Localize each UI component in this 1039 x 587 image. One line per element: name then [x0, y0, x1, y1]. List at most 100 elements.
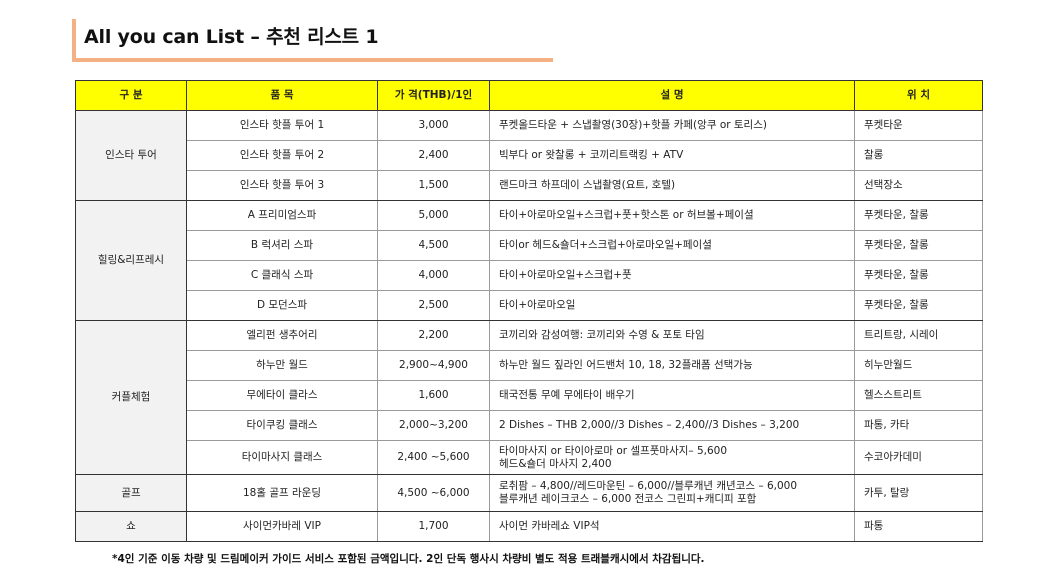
description-cell: 타이+아로마오일+스크럽+풋 [489, 260, 855, 291]
location-cell: 푸켓타운 [854, 110, 983, 141]
item-cell: 무에타이 클라스 [186, 380, 378, 411]
price-cell: 3,000 [377, 110, 490, 141]
description-line: 로취팜 – 4,800//레드마운틴 – 6,000//블루캐년 캐년코스 – … [499, 480, 798, 492]
table-row: 인스타 투어 인스타 핫플 투어 1 3,000 푸켓올드타운 + 스냅촬영(30장)… [75, 110, 983, 201]
item-cell: 타이쿠킹 클래스 [186, 410, 378, 441]
description-cell: 빅부다 or 왓찰롱 + 코끼리트랙킹 + ATV [489, 140, 855, 171]
table-row: 타이마사지 클래스 2,400 ~5,600 타이마사지 or 타이아로마 or 셀… [76, 440, 983, 475]
table-row: 커플체험 엘리펀 생추어리 2,200 코끼리와 감성여행: 코끼리와 수영 & 포토… [75, 320, 983, 475]
item-cell: 타이마사지 클래스 [186, 440, 378, 475]
description-line: 헤드&숄더 마사지 2,400 [499, 457, 612, 470]
category-cell: 커플체험 [75, 320, 187, 475]
table-row: 하누만 월드 2,900~4,900 하누만 월드 짚라인 어드밴처 10, 18,… [76, 350, 983, 381]
header-category: 구 분 [75, 80, 187, 111]
table-row: 타이쿠킹 클래스 2,000~3,200 2 Dishes – THB 2,000/… [76, 410, 983, 441]
description-cell: 타이마사지 or 타이아로마 or 셀프풋마사지– 5,600 헤드&숄더 마사지… [489, 440, 855, 475]
description-cell: 사이먼 카바레쇼 VIP석 [489, 511, 855, 542]
header-location: 위 치 [854, 80, 983, 111]
price-cell: 5,000 [377, 200, 490, 231]
price-cell: 2,200 [377, 320, 490, 351]
page-title: All you can List – 추천 리스트 1 [84, 26, 379, 48]
item-cell: 인스타 핫플 투어 1 [186, 110, 378, 141]
description-line: 타이+아로마오일+스크럽+풋+핫스톤 or 허브볼+페이셜 [499, 209, 754, 221]
table-row: 힐링&리프레시 A 프리미엄스파 5,000 타이+아로마오일+스크럽+풋+핫스톤 o… [75, 200, 983, 321]
location-cell: 푸켓타운, 찰롱 [854, 230, 983, 261]
description-cell: 코끼리와 감성여행: 코끼리와 수영 & 포토 타임 [489, 320, 855, 351]
table-header-row: 구 분 품 목 가 격(THB)/1인 설 명 위 치 [75, 80, 983, 111]
header-description: 설 명 [489, 80, 855, 111]
price-cell: 4,000 [377, 260, 490, 291]
location-cell: 트리트랑, 시레이 [854, 320, 983, 351]
item-cell: D 모던스파 [186, 290, 378, 321]
description-cell: 2 Dishes – THB 2,000//3 Dishes – 2,400//… [489, 410, 855, 441]
description-line: 타이마사지 or 타이아로마 or 셀프풋마사지– 5,600 [499, 444, 728, 457]
description-cell: 타이+아로마오일+스크럽+풋+핫스톤 or 허브볼+페이셜 [489, 200, 855, 231]
price-cell: 2,400 ~5,600 [377, 440, 490, 475]
description-cell: 랜드마크 하프데이 스냅촬영(요트, 호텔) [489, 170, 855, 201]
price-cell: 1,700 [377, 511, 490, 542]
price-cell: 2,400 [377, 140, 490, 171]
location-cell: 푸켓타운, 찰롱 [854, 200, 983, 231]
item-cell: B 럭셔리 스파 [186, 230, 378, 261]
item-cell: A 프리미엄스파 [186, 200, 378, 231]
description-line: 사이먼 카바레쇼 VIP석 [499, 520, 600, 532]
description-line: 코끼리와 감성여행: 코끼리와 수영 & 포토 타임 [499, 329, 705, 341]
description-line: 랜드마크 하프데이 스냅촬영(요트, 호텔) [499, 179, 676, 191]
item-cell: 18홀 골프 라운딩 [186, 474, 378, 512]
location-cell: 파통 [854, 511, 983, 542]
header-item: 품 목 [186, 80, 378, 111]
table-row: B 럭셔리 스파 4,500 타이or 헤드&숄더+스크럽+아로마오일+페이셜 푸켓타… [76, 230, 983, 261]
category-cell: 힐링&리프레시 [75, 200, 187, 321]
category-cell: 골프 [75, 474, 187, 512]
price-cell: 1,500 [377, 170, 490, 201]
item-cell: 인스타 핫플 투어 2 [186, 140, 378, 171]
table-row: 인스타 핫플 투어 2 2,400 빅부다 or 왓찰롱 + 코끼리트랙킹 + AT… [76, 140, 983, 171]
footnote: *4인 기준 이동 차량 및 드림메이커 가이드 서비스 포함된 금액입니다. … [112, 553, 705, 565]
price-cell: 2,900~4,900 [377, 350, 490, 381]
item-cell: 엘리펀 생추어리 [186, 320, 378, 351]
price-cell: 4,500 ~6,000 [377, 474, 490, 512]
location-cell: 푸켓타운, 찰롱 [854, 260, 983, 291]
item-cell: 하누만 월드 [186, 350, 378, 381]
description-line: 2 Dishes – THB 2,000//3 Dishes – 2,400//… [499, 419, 800, 431]
description-line: 태국전통 무예 무에타이 배우기 [499, 389, 635, 401]
description-cell: 타이or 헤드&숄더+스크럽+아로마오일+페이셜 [489, 230, 855, 261]
description-line: 하누만 월드 짚라인 어드밴처 10, 18, 32플래폼 선택가능 [499, 359, 753, 371]
description-cell: 푸켓올드타운 + 스냅촬영(30장)+핫플 카페(앙쿠 or 토리스) [489, 110, 855, 141]
item-cell: 사이먼카바레 VIP [186, 511, 378, 542]
title-accent-bar [72, 19, 76, 62]
description-line: 타이+아로마오일+스크럽+풋 [499, 269, 632, 281]
table-row: 골프 18홀 골프 라운딩 4,500 ~6,000 로취팜 – 4,800//레드마… [75, 474, 983, 512]
description-cell: 하누만 월드 짚라인 어드밴처 10, 18, 32플래폼 선택가능 [489, 350, 855, 381]
price-cell: 4,500 [377, 230, 490, 261]
description-line: 빅부다 or 왓찰롱 + 코끼리트랙킹 + ATV [499, 149, 684, 161]
title-underline [72, 58, 553, 62]
description-cell: 로취팜 – 4,800//레드마운틴 – 6,000//블루캐년 캐년코스 – … [489, 474, 855, 512]
description-line: 푸켓올드타운 + 스냅촬영(30장)+핫플 카페(앙쿠 or 토리스) [499, 119, 767, 131]
description-line: 타이+아로마오일 [499, 299, 576, 311]
location-cell: 수코아카데미 [854, 440, 983, 475]
price-cell: 1,600 [377, 380, 490, 411]
table-row: D 모던스파 2,500 타이+아로마오일 푸켓타운, 찰롱 [76, 290, 983, 321]
table-row: 인스타 핫플 투어 3 1,500 랜드마크 하프데이 스냅촬영(요트, 호텔) 선택… [76, 170, 983, 201]
price-cell: 2,500 [377, 290, 490, 321]
category-cell: 인스타 투어 [75, 110, 187, 201]
location-cell: 카투, 탈랑 [854, 474, 983, 512]
price-cell: 2,000~3,200 [377, 410, 490, 441]
location-cell: 헬스스트리트 [854, 380, 983, 411]
description-cell: 타이+아로마오일 [489, 290, 855, 321]
location-cell: 선택장소 [854, 170, 983, 201]
table-row: 쇼 사이먼카바레 VIP 1,700 사이먼 카바레쇼 VIP석 파통 [75, 511, 983, 542]
location-cell: 푸켓타운, 찰롱 [854, 290, 983, 321]
description-line: 타이or 헤드&숄더+스크럽+아로마오일+페이셜 [499, 239, 712, 251]
location-cell: 찰롱 [854, 140, 983, 171]
table-row: C 클래식 스파 4,000 타이+아로마오일+스크럽+풋 푸켓타운, 찰롱 [76, 260, 983, 291]
location-cell: 히누만월드 [854, 350, 983, 381]
recommendation-table: 구 분 품 목 가 격(THB)/1인 설 명 위 치 인스타 투어 인스타 핫플… [75, 80, 983, 542]
item-cell: 인스타 핫플 투어 3 [186, 170, 378, 201]
category-cell: 쇼 [75, 511, 187, 542]
header-price: 가 격(THB)/1인 [377, 80, 490, 111]
description-line: 블루캐년 레이크코스 – 6,000 전코스 그린피+캐디피 포함 [499, 493, 757, 505]
location-cell: 파통, 카타 [854, 410, 983, 441]
item-cell: C 클래식 스파 [186, 260, 378, 291]
